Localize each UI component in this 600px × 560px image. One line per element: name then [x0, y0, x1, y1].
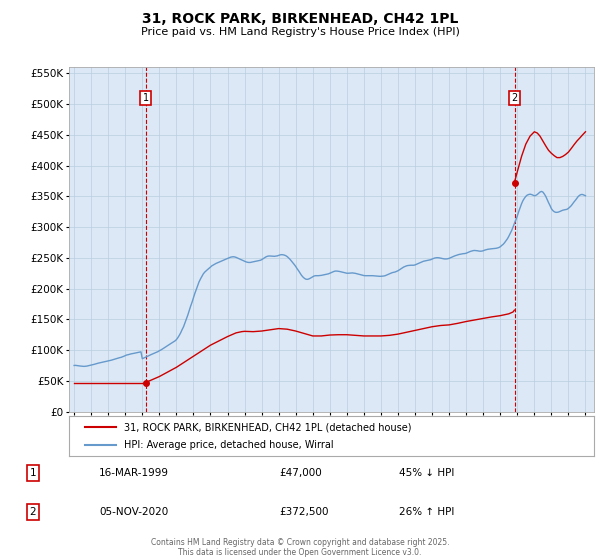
Text: Price paid vs. HM Land Registry's House Price Index (HPI): Price paid vs. HM Land Registry's House … [140, 27, 460, 37]
Text: HPI: Average price, detached house, Wirral: HPI: Average price, detached house, Wirr… [124, 440, 334, 450]
Text: 05-NOV-2020: 05-NOV-2020 [99, 507, 168, 517]
Text: £372,500: £372,500 [279, 507, 329, 517]
Text: 2: 2 [512, 93, 518, 103]
Text: 1: 1 [29, 468, 37, 478]
Text: Contains HM Land Registry data © Crown copyright and database right 2025.
This d: Contains HM Land Registry data © Crown c… [151, 538, 449, 557]
Text: 31, ROCK PARK, BIRKENHEAD, CH42 1PL: 31, ROCK PARK, BIRKENHEAD, CH42 1PL [142, 12, 458, 26]
Text: 31, ROCK PARK, BIRKENHEAD, CH42 1PL (detached house): 31, ROCK PARK, BIRKENHEAD, CH42 1PL (det… [124, 422, 412, 432]
Text: 45% ↓ HPI: 45% ↓ HPI [399, 468, 454, 478]
Text: £47,000: £47,000 [279, 468, 322, 478]
Text: 2: 2 [29, 507, 37, 517]
Text: 1: 1 [143, 93, 149, 103]
Text: 16-MAR-1999: 16-MAR-1999 [99, 468, 169, 478]
Text: 26% ↑ HPI: 26% ↑ HPI [399, 507, 454, 517]
